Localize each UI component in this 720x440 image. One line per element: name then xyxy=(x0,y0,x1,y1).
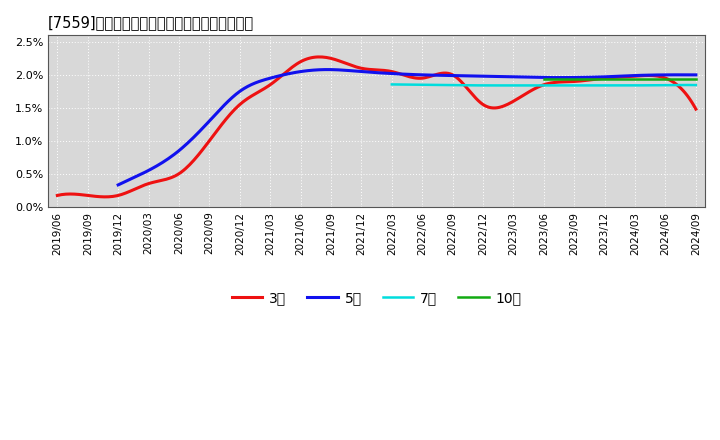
3年 xyxy=(448,72,456,77)
10年 xyxy=(678,77,687,82)
3年 xyxy=(55,192,64,198)
3年 xyxy=(315,54,324,59)
10年 xyxy=(540,77,549,82)
10年 xyxy=(691,77,700,82)
Line: 7年: 7年 xyxy=(392,84,696,85)
7年 xyxy=(387,82,396,87)
10年 xyxy=(539,77,548,82)
3年 xyxy=(636,73,644,78)
Text: [7559]　当期純利益マージンの標準偏差の推移: [7559] 当期純利益マージンの標準偏差の推移 xyxy=(48,15,254,30)
10年 xyxy=(634,77,642,82)
10年 xyxy=(631,77,639,82)
3年 xyxy=(53,193,62,198)
10年 xyxy=(631,77,639,82)
7年 xyxy=(664,82,672,88)
7年 xyxy=(619,83,628,88)
5年 xyxy=(459,73,468,78)
7年 xyxy=(645,83,654,88)
10年 xyxy=(618,77,627,82)
3年 xyxy=(595,76,604,81)
5年 xyxy=(116,181,125,187)
5年 xyxy=(603,74,611,79)
5年 xyxy=(639,73,648,78)
3年 xyxy=(691,106,700,112)
5年 xyxy=(469,73,478,79)
7年 xyxy=(574,83,582,88)
10年 xyxy=(572,77,581,82)
3年 xyxy=(438,71,446,76)
Legend: 3年, 5年, 7年, 10年: 3年, 5年, 7年, 10年 xyxy=(226,286,527,311)
5年 xyxy=(114,182,122,187)
Line: 3年: 3年 xyxy=(58,57,696,197)
3年 xyxy=(436,71,444,76)
10年 xyxy=(669,77,678,82)
Line: 5年: 5年 xyxy=(118,70,696,185)
3年 xyxy=(100,194,109,199)
7年 xyxy=(389,82,397,87)
7年 xyxy=(691,82,700,88)
7年 xyxy=(569,83,577,88)
7年 xyxy=(567,83,576,88)
5年 xyxy=(458,73,467,78)
5年 xyxy=(325,67,333,72)
5年 xyxy=(691,72,700,77)
